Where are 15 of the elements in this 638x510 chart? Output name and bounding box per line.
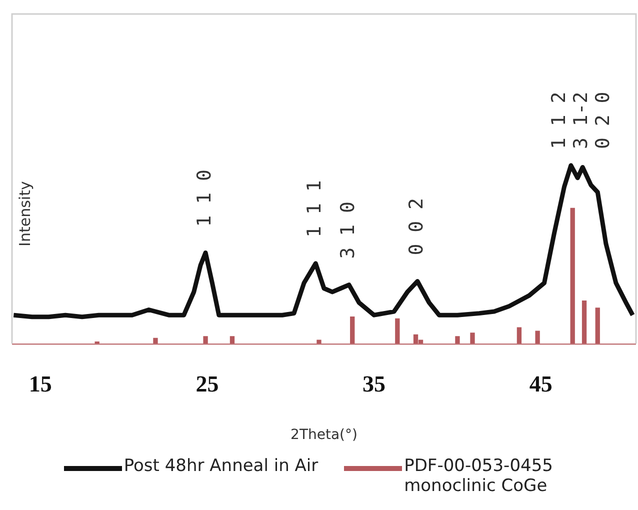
x-tick-label: 25 [196, 371, 219, 396]
x-axis-title: 2Theta(°) [290, 427, 358, 444]
x-tick-label: 15 [28, 371, 52, 396]
text: 1 1 2 [548, 92, 570, 149]
annotation: 3 1 0 [336, 202, 359, 259]
legend-label: Post 48hr Anneal in Air [124, 456, 318, 476]
text: 3 1-2 [570, 92, 592, 149]
y-axis-title: Intensity [16, 181, 34, 246]
annotation: 1 1 1 [304, 180, 326, 238]
text: 0 2 0 [592, 92, 614, 149]
x-tick-label: 35 [362, 371, 386, 396]
x-tick-label: 45 [529, 371, 552, 396]
annotation: 1 1 0 [193, 170, 216, 227]
legend-label: PDF-00-053-0455 monoclinic CoGe [404, 456, 554, 496]
annotation: 0 0 2 [405, 198, 428, 256]
